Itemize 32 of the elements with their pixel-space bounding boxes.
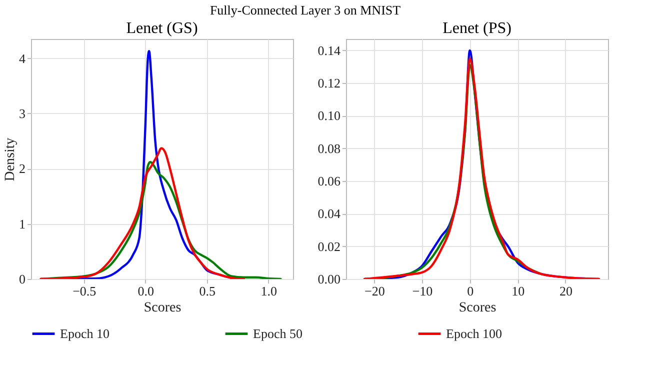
y-tick-label: 0.02 (318, 238, 340, 254)
y-tick-label: 0 (19, 272, 26, 286)
x-tick-label: −10 (412, 284, 433, 298)
y-tick-label: 0.06 (318, 174, 341, 189)
y-tick-label: 0.08 (318, 140, 340, 156)
line-series (40, 147, 245, 279)
y-tick-label: 0.12 (318, 76, 340, 91)
x-tick-label: −0.5 (72, 284, 96, 298)
y-tick-label: 0.04 (318, 206, 341, 222)
y-axis-title: Density (3, 138, 18, 182)
legend-label: Epoch 10 (60, 326, 110, 341)
x-tick-label: 0.5 (199, 284, 216, 298)
x-tick-label: 20 (559, 284, 572, 298)
x-tick-label: 10 (512, 284, 525, 298)
x-tick-label: −20 (364, 284, 385, 298)
legend-label: Epoch 100 (446, 326, 502, 341)
x-tick-label: 0.0 (138, 284, 154, 298)
y-tick-label: 3 (19, 106, 26, 121)
chart-title: Lenet (GS) (126, 20, 198, 37)
x-axis-title: Scores (458, 300, 496, 316)
x-tick-label: 1.0 (260, 284, 278, 298)
y-tick-label: 0.10 (318, 108, 340, 124)
y-tick-label: 0.14 (318, 42, 341, 58)
y-tick-label: 0.00 (318, 272, 340, 286)
x-tick-label: 0 (467, 284, 474, 298)
text: Fully-Connected Layer 3 on MNIST (210, 2, 401, 18)
y-tick-label: 1 (19, 216, 26, 232)
x-axis-title: Scores (144, 300, 182, 316)
chart-title: Lenet (PS) (442, 20, 512, 37)
y-tick-label: 4 (19, 50, 26, 66)
y-tick-label: 2 (19, 161, 26, 176)
legend-label: Epoch 50 (253, 326, 302, 341)
